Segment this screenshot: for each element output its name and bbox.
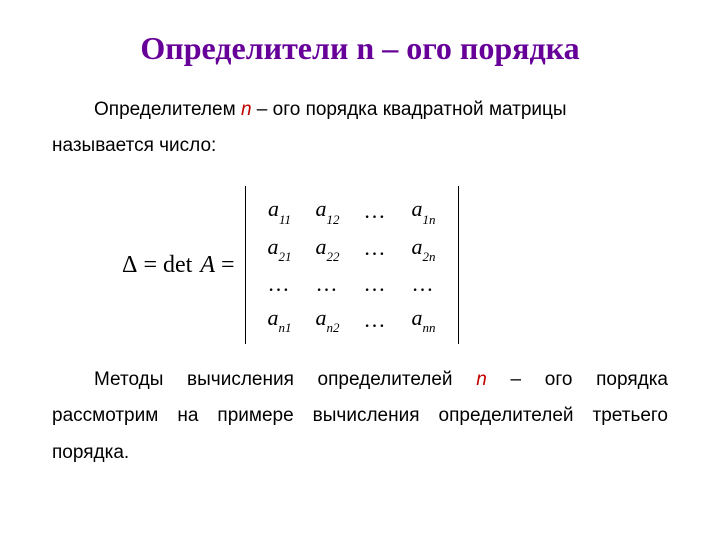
title-n: n xyxy=(356,30,374,66)
matrix-cell: … xyxy=(352,301,400,338)
matrix-cell: a12 xyxy=(304,192,352,229)
matrix-cell: a21 xyxy=(256,230,304,267)
det-keyword: det xyxy=(163,252,192,279)
matrix-cell: … xyxy=(352,192,400,229)
matrix-cell: a1n xyxy=(400,192,448,229)
paragraph-1: Определителем n – ого порядка квадратной… xyxy=(52,92,668,164)
matrix-name-A: A xyxy=(200,252,215,279)
determinant-formula: Δ = det A = a11a12…a1na21a22…a2n…………an1a… xyxy=(122,186,459,344)
delta-symbol: Δ xyxy=(122,252,137,279)
p2-pre: Методы вычисления определителей xyxy=(94,369,476,390)
matrix-row: an1an2…ann xyxy=(256,301,448,338)
matrix-cell: … xyxy=(352,230,400,267)
matrix-cell: an2 xyxy=(304,301,352,338)
matrix-cell: a2n xyxy=(400,230,448,267)
p1-n: n xyxy=(241,99,252,120)
matrix-cell: … xyxy=(352,267,400,301)
p2-n: n xyxy=(476,369,487,390)
title-post: – ого порядка xyxy=(374,30,579,66)
formula-block: Δ = det A = a11a12…a1na21a22…a2n…………an1a… xyxy=(122,186,668,344)
equals-1: = xyxy=(143,252,157,279)
p1-pre: Определителем xyxy=(94,99,241,120)
matrix-cell: ann xyxy=(400,301,448,338)
matrix-row: ………… xyxy=(256,267,448,301)
slide-title: Определители n – ого порядка xyxy=(52,28,668,68)
matrix-table: a11a12…a1na21a22…a2n…………an1an2…ann xyxy=(256,192,448,338)
matrix-row: a21a22…a2n xyxy=(256,230,448,267)
matrix-cell: … xyxy=(400,267,448,301)
matrix-cell: an1 xyxy=(256,301,304,338)
title-pre: Определители xyxy=(140,30,356,66)
matrix-cell: a11 xyxy=(256,192,304,229)
paragraph-2: Методы вычисления определителей n – ого … xyxy=(52,362,668,470)
matrix-cell: a22 xyxy=(304,230,352,267)
slide: Определители n – ого порядка Определител… xyxy=(0,0,720,540)
matrix-cell: … xyxy=(256,267,304,301)
equals-2: = xyxy=(221,252,235,279)
matrix-row: a11a12…a1n xyxy=(256,192,448,229)
matrix-determinant: a11a12…a1na21a22…a2n…………an1an2…ann xyxy=(245,186,459,344)
matrix-cell: … xyxy=(304,267,352,301)
